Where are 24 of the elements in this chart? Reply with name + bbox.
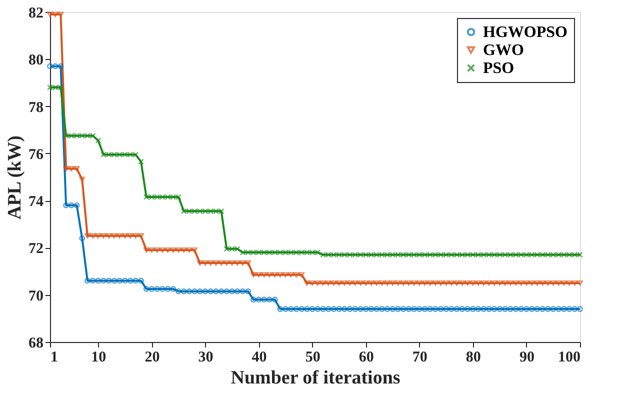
y-tick-label: 74	[28, 194, 44, 210]
x-tick-label: 30	[198, 350, 214, 366]
x-tick-label: 70	[412, 350, 428, 366]
y-tick-label: 78	[28, 100, 44, 116]
x-axis-title: Number of iterations	[230, 368, 400, 388]
x-tick-label: 90	[519, 350, 534, 366]
y-tick-label: 72	[28, 241, 44, 258]
x-tick-label: 100	[558, 350, 580, 366]
y-tick-label: 70	[28, 288, 44, 304]
x-tick-label: 20	[144, 350, 160, 366]
x-tick-label: 1	[50, 350, 58, 366]
y-axis-title: APL (kW)	[4, 136, 26, 220]
x-tick-label: 50	[305, 350, 320, 366]
y-tick-label: 76	[28, 146, 44, 163]
legend-label: GWO	[483, 42, 524, 59]
legend-label: HGWOPSO	[483, 24, 568, 41]
y-tick-label: 80	[28, 52, 44, 69]
x-tick-label: 40	[252, 350, 267, 366]
x-tick-label: 60	[358, 350, 374, 366]
y-tick-label: 68	[28, 336, 44, 352]
x-tick-label: 10	[91, 350, 106, 366]
y-tick-label: 82	[28, 6, 44, 22]
legend-label: PSO	[483, 60, 514, 77]
x-tick-label: 80	[466, 350, 481, 366]
